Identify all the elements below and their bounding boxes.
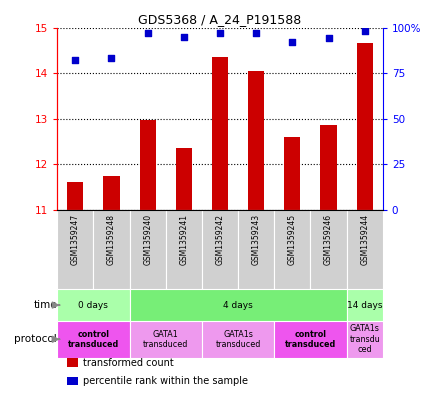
Bar	[67, 376, 78, 385]
Bar	[284, 137, 301, 210]
Text: control
transduced: control transduced	[285, 330, 336, 349]
Bar	[202, 210, 238, 289]
Text: control
transduced: control transduced	[68, 330, 119, 349]
Text: GSM1359242: GSM1359242	[216, 214, 224, 265]
Bar	[57, 210, 93, 289]
Point	[325, 35, 332, 42]
Bar	[93, 210, 129, 289]
Bar	[347, 289, 383, 321]
Text: time: time	[33, 300, 57, 310]
Text: transformed count: transformed count	[83, 358, 174, 368]
Bar	[57, 321, 129, 358]
Text: GSM1359245: GSM1359245	[288, 214, 297, 265]
Text: protocol: protocol	[15, 334, 57, 344]
Point	[144, 30, 151, 36]
Point	[108, 55, 115, 62]
Point	[361, 28, 368, 34]
Bar	[67, 358, 78, 367]
Point	[216, 30, 224, 36]
Bar	[129, 321, 202, 358]
Bar	[347, 210, 383, 289]
Bar	[129, 210, 166, 289]
Bar	[103, 176, 120, 210]
Bar	[274, 210, 311, 289]
Bar	[139, 120, 156, 210]
Bar	[356, 44, 373, 210]
Bar	[212, 57, 228, 210]
Text: GSM1359241: GSM1359241	[180, 214, 188, 265]
Bar	[274, 321, 347, 358]
Bar	[248, 71, 264, 210]
Bar	[67, 182, 84, 210]
Bar	[129, 289, 347, 321]
Text: 0 days: 0 days	[78, 301, 108, 310]
Bar	[347, 321, 383, 358]
Bar	[311, 210, 347, 289]
Text: GSM1359243: GSM1359243	[252, 214, 260, 265]
Text: GSM1359244: GSM1359244	[360, 214, 369, 265]
Text: percentile rank within the sample: percentile rank within the sample	[83, 376, 248, 386]
Text: GSM1359248: GSM1359248	[107, 214, 116, 265]
Point	[72, 57, 79, 63]
Text: GATA1s
transdu
ced: GATA1s transdu ced	[349, 324, 380, 354]
Title: GDS5368 / A_24_P191588: GDS5368 / A_24_P191588	[138, 13, 302, 26]
Point	[180, 33, 187, 40]
Text: 4 days: 4 days	[223, 301, 253, 310]
Bar	[202, 321, 274, 358]
Bar	[176, 148, 192, 210]
Point	[253, 30, 260, 36]
Text: GSM1359240: GSM1359240	[143, 214, 152, 265]
Bar	[238, 210, 274, 289]
Bar	[57, 289, 129, 321]
Text: GATA1s
transduced: GATA1s transduced	[216, 330, 261, 349]
Bar	[166, 210, 202, 289]
Text: GATA1
transduced: GATA1 transduced	[143, 330, 188, 349]
Text: GSM1359246: GSM1359246	[324, 214, 333, 265]
Point	[289, 39, 296, 45]
Text: 14 days: 14 days	[347, 301, 382, 310]
Bar	[320, 125, 337, 210]
Text: GSM1359247: GSM1359247	[71, 214, 80, 265]
